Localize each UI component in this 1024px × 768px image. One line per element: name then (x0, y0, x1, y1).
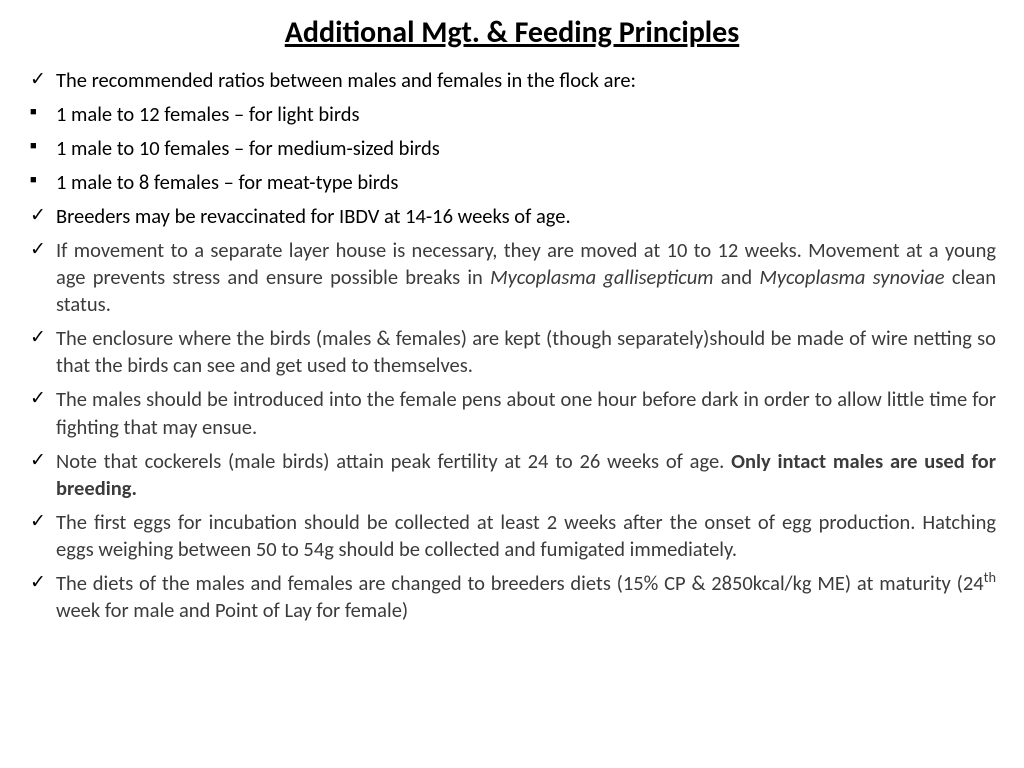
bullet-list: ✓The recommended ratios between males an… (28, 67, 996, 624)
list-item: ✓Note that cockerels (male birds) attain… (28, 448, 996, 502)
square-bullet-icon: ■ (28, 105, 56, 120)
list-item: ✓The enclosure where the birds (males & … (28, 325, 996, 379)
list-item: ✓The males should be introduced into the… (28, 386, 996, 440)
list-item-text: The males should be introduced into the … (56, 386, 996, 440)
list-item-text: 1 male to 8 females – for meat-type bird… (56, 169, 996, 196)
list-item: ✓The first eggs for incubation should be… (28, 509, 996, 563)
list-item-text: Note that cockerels (male birds) attain … (56, 448, 996, 502)
list-item: ✓If movement to a separate layer house i… (28, 237, 996, 318)
checkmark-icon: ✓ (28, 509, 56, 534)
list-item: ✓Breeders may be revaccinated for IBDV a… (28, 203, 996, 230)
checkmark-icon: ✓ (28, 325, 56, 350)
checkmark-icon: ✓ (28, 570, 56, 595)
list-item-text: The diets of the males and females are c… (56, 570, 996, 624)
list-item-text: If movement to a separate layer house is… (56, 237, 996, 318)
list-item-text: 1 male to 12 females – for light birds (56, 101, 996, 128)
checkmark-icon: ✓ (28, 203, 56, 228)
list-item-text: 1 male to 10 females – for medium-sized … (56, 135, 996, 162)
list-item-text: The first eggs for incubation should be … (56, 509, 996, 563)
list-item: ■1 male to 10 females – for medium-sized… (28, 135, 996, 162)
checkmark-icon: ✓ (28, 386, 56, 411)
list-item: ■1 male to 12 females – for light birds (28, 101, 996, 128)
checkmark-icon: ✓ (28, 67, 56, 92)
list-item-text: The recommended ratios between males and… (56, 67, 996, 94)
square-bullet-icon: ■ (28, 139, 56, 154)
list-item: ✓The diets of the males and females are … (28, 570, 996, 624)
list-item: ■1 male to 8 females – for meat-type bir… (28, 169, 996, 196)
square-bullet-icon: ■ (28, 173, 56, 188)
list-item: ✓The recommended ratios between males an… (28, 67, 996, 94)
list-item-text: The enclosure where the birds (males & f… (56, 325, 996, 379)
list-item-text: Breeders may be revaccinated for IBDV at… (56, 203, 996, 230)
page-title: Additional Mgt. & Feeding Principles (28, 14, 996, 51)
checkmark-icon: ✓ (28, 448, 56, 473)
checkmark-icon: ✓ (28, 237, 56, 262)
